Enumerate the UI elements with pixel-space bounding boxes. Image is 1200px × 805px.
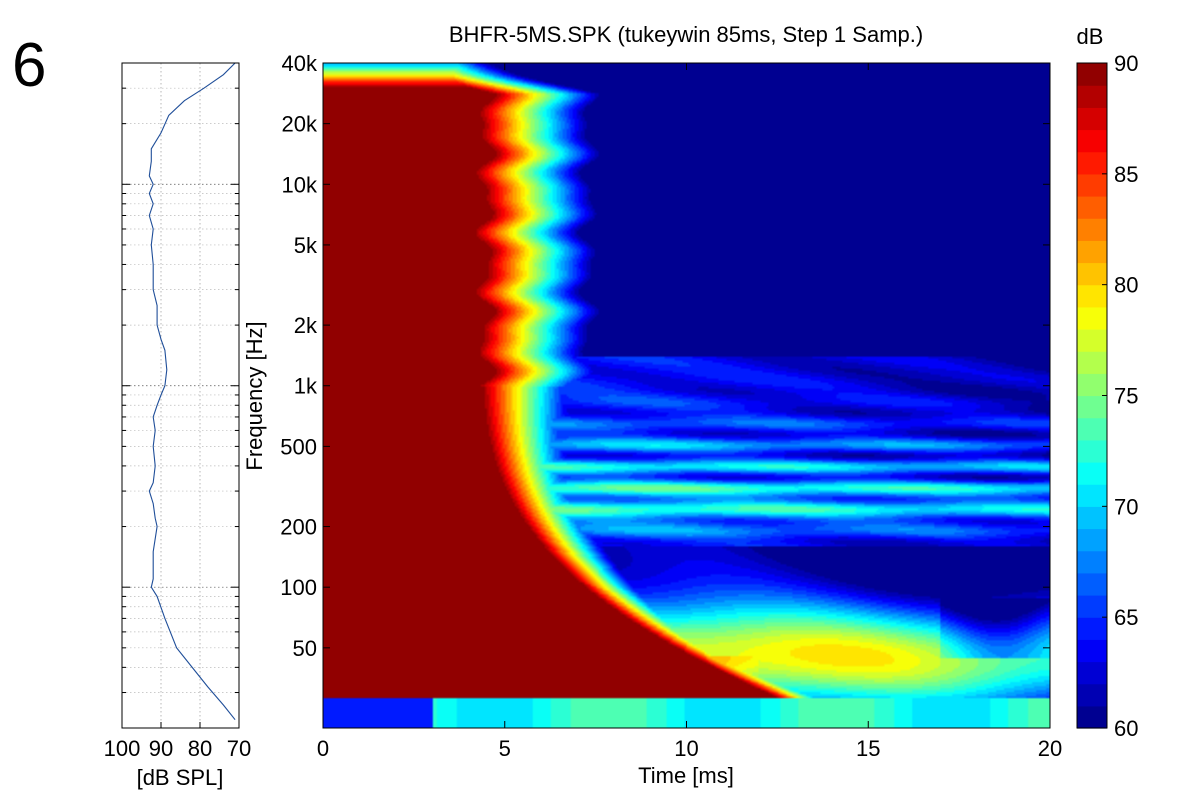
colorbar-band [1077, 284, 1107, 308]
colorbar-band [1077, 595, 1107, 618]
side-x-ticks: 100 90 80 70 [104, 722, 251, 761]
colorbar-band [1077, 528, 1107, 552]
side-response-curve [148, 63, 236, 721]
colorbar-band [1077, 506, 1107, 530]
y-tick-label: 1k [294, 374, 318, 399]
side-plot: 100 90 80 70 [dB SPL] [104, 62, 251, 790]
chart-title: BHFR-5MS.SPK (tukeywin 85ms, Step 1 Samp… [449, 22, 923, 47]
colorbar-band [1077, 196, 1107, 219]
x-axis-ticks: 0 5 10 15 20 [317, 63, 1062, 761]
colorbar-band [1077, 351, 1107, 374]
colorbar-band [1077, 218, 1107, 241]
colorbar-tick-label: 90 [1114, 51, 1138, 76]
colorbar-band [1077, 373, 1107, 397]
colorbar-band [1077, 240, 1107, 264]
y-tick-label: 2k [294, 313, 318, 338]
spectrogram: BHFR-5MS.SPK (tukeywin 85ms, Step 1 Samp… [242, 22, 1062, 788]
side-x-tick-label: 80 [188, 736, 212, 761]
x-axis-label: Time [ms] [638, 763, 734, 788]
colorbar-band [1077, 617, 1107, 640]
colorbar-band [1077, 151, 1107, 175]
y-tick-label: 200 [280, 515, 317, 540]
y-tick-label: 5k [294, 233, 318, 258]
y-tick-label: 100 [280, 575, 317, 600]
colorbar-band [1077, 173, 1107, 197]
colorbar-band [1077, 306, 1107, 330]
y-tick-label: 50 [293, 636, 317, 661]
colorbar-band [1077, 683, 1107, 707]
colorbar-band [1077, 462, 1107, 485]
colorbar-band [1077, 572, 1107, 596]
colorbar-bands [1077, 63, 1107, 729]
colorbar-tick-label: 70 [1114, 494, 1138, 519]
y-axis-label: Frequency [Hz] [242, 321, 267, 470]
colorbar-band [1077, 262, 1107, 286]
y-tick-label: 20k [282, 112, 318, 137]
y-tick-label: 500 [280, 434, 317, 459]
colorbar-band [1077, 129, 1107, 153]
side-x-tick-label: 100 [104, 736, 141, 761]
spectrogram-image [323, 63, 1050, 728]
x-tick-label: 20 [1038, 736, 1062, 761]
colorbar-band [1077, 550, 1107, 574]
colorbar-ticks: 60 65 70 75 80 85 90 [1102, 51, 1138, 741]
colorbar-tick-label: 60 [1114, 716, 1138, 741]
x-tick-label: 15 [856, 736, 880, 761]
x-tick-label: 0 [317, 736, 329, 761]
side-plot-background [122, 63, 239, 728]
colorbar-tick-label: 85 [1114, 162, 1138, 187]
colorbar-band [1077, 395, 1107, 419]
y-axis-ticks: 50 100 200 500 1k 2k 5k 10k 20k 40k [280, 51, 1050, 661]
colorbar-band [1077, 85, 1107, 108]
side-plot-frame [121, 62, 240, 729]
y-tick-label: 40k [282, 51, 318, 76]
colorbar-label: dB [1077, 24, 1104, 49]
colorbar-band [1077, 484, 1107, 507]
x-tick-label: 5 [499, 736, 511, 761]
side-x-tick-label: 90 [149, 736, 173, 761]
colorbar-band [1077, 661, 1107, 685]
colorbar: dB 60 65 70 75 80 85 90 [1076, 24, 1138, 741]
colorbar-band [1077, 705, 1107, 729]
y-tick-label: 10k [282, 172, 318, 197]
colorbar-band [1077, 63, 1107, 86]
colorbar-band [1077, 107, 1107, 131]
colorbar-band [1077, 439, 1107, 463]
side-x-label: [dB SPL] [137, 765, 224, 790]
colorbar-band [1077, 329, 1107, 352]
panel-number: 6 [12, 31, 46, 100]
x-tick-label: 10 [674, 736, 698, 761]
colorbar-tick-label: 75 [1114, 384, 1138, 409]
colorbar-band [1077, 639, 1107, 663]
colorbar-tick-label: 80 [1114, 273, 1138, 298]
colorbar-band [1077, 417, 1107, 441]
side-x-tick-label: 70 [227, 736, 251, 761]
colorbar-tick-label: 65 [1114, 605, 1138, 630]
